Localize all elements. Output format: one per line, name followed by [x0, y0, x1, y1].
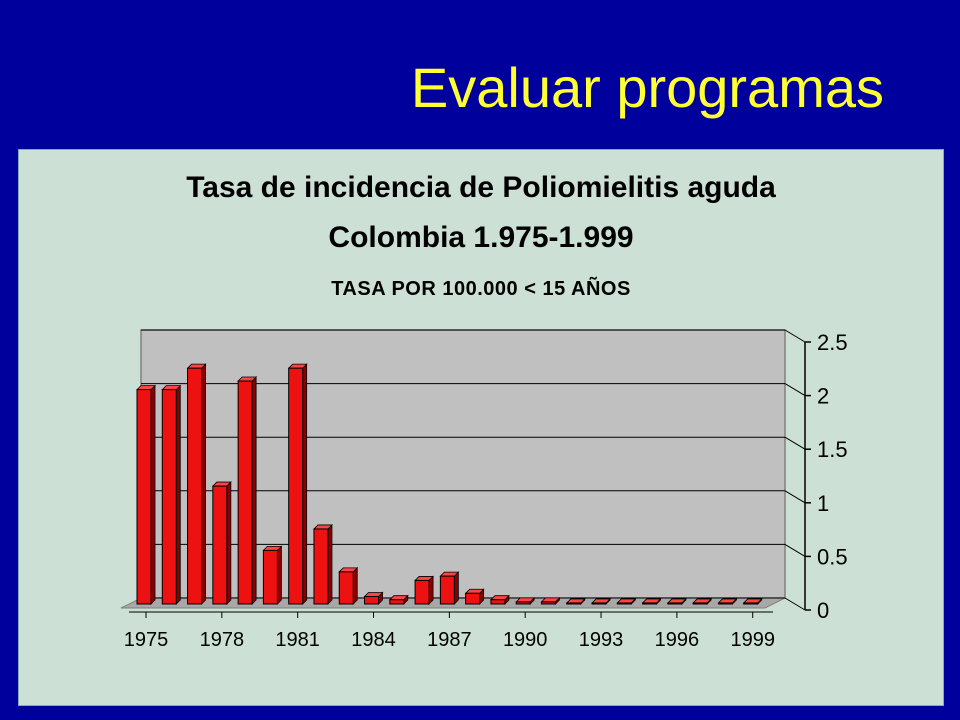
- bar-1999: [742, 597, 763, 605]
- x-tick-label: 1999: [730, 629, 775, 651]
- x-tick-label: 1978: [200, 629, 245, 651]
- x-tick-label: 1981: [275, 629, 320, 651]
- y-tick-label: 2: [817, 384, 829, 409]
- x-tick-label: 1993: [579, 629, 624, 651]
- bar-front: [313, 528, 329, 605]
- x-tick-label: 1987: [427, 629, 472, 651]
- chart-ylabel-clip: TASA POR 100.000 < 15 AÑOS: [19, 276, 943, 298]
- y-tick-label: 0.5: [817, 544, 848, 569]
- bar-1996: [666, 597, 687, 605]
- bar-front: [262, 549, 278, 605]
- bar-1992: [565, 597, 586, 605]
- bar-side: [226, 481, 232, 605]
- bar-1993: [591, 597, 612, 605]
- y-tick-label: 1.5: [817, 437, 848, 462]
- bar-front: [566, 602, 582, 605]
- bar-front: [389, 599, 405, 605]
- bar-front: [237, 380, 253, 605]
- bar-side: [302, 363, 308, 605]
- slide-title: Evaluar programas: [410, 56, 884, 119]
- bar-1998: [717, 597, 738, 605]
- bar-1975: [136, 384, 156, 605]
- gridline-depth: [784, 490, 806, 504]
- y-tick-label: 0: [817, 598, 829, 623]
- bar-side: [453, 571, 459, 605]
- bar-front: [642, 602, 658, 605]
- bar-1982: [312, 523, 333, 605]
- gridline-depth: [784, 383, 806, 397]
- bar-1986: [414, 575, 435, 605]
- chart-ylabel: TASA POR 100.000 < 15 AÑOS: [331, 278, 631, 298]
- bar-side: [352, 566, 358, 605]
- bar-front: [743, 602, 759, 605]
- bar-1985: [388, 594, 409, 605]
- gridline-depth: [784, 597, 806, 611]
- bar-1983: [338, 566, 359, 605]
- chart-panel: Tasa de incidencia de Poliomielitis agud…: [18, 149, 944, 706]
- bar-front: [465, 592, 481, 605]
- bar-1977: [186, 363, 207, 605]
- plot-back-wall: [140, 329, 786, 599]
- bar-side: [175, 384, 181, 605]
- x-tick-label: 1984: [351, 629, 396, 651]
- bar-front: [212, 485, 228, 605]
- bar-front: [616, 602, 632, 605]
- bar-1990: [515, 596, 536, 605]
- x-tick-label: 1990: [503, 629, 548, 651]
- bar-front: [591, 602, 607, 605]
- bar-front: [288, 367, 304, 605]
- bar-1995: [641, 597, 662, 605]
- bar-front: [414, 579, 430, 605]
- x-tick-label: 1996: [655, 629, 700, 651]
- bar-front: [364, 595, 380, 605]
- y-tick-label: 2.5: [817, 330, 848, 355]
- bar-1976: [161, 384, 182, 605]
- bar-side: [251, 376, 257, 605]
- gridline-depth: [784, 329, 806, 343]
- y-tick-label: 1: [817, 491, 829, 516]
- bar-side: [428, 575, 434, 605]
- bar-side: [201, 363, 206, 605]
- bar-front: [136, 389, 152, 605]
- bar-1979: [237, 376, 258, 605]
- bar-side: [276, 545, 282, 605]
- bar-front: [515, 601, 531, 605]
- bar-front: [667, 602, 683, 605]
- bar-front: [490, 599, 506, 605]
- bar-front: [161, 389, 177, 605]
- x-tick-label: 1975: [124, 629, 169, 651]
- gridline-depth: [784, 543, 806, 557]
- bar-1980: [262, 545, 283, 605]
- bar-1987: [439, 571, 460, 605]
- bar-front: [540, 601, 556, 605]
- bar-1989: [489, 594, 510, 605]
- bar-side: [150, 384, 156, 605]
- chart-title: Tasa de incidencia de Poliomielitis agud…: [186, 171, 776, 204]
- bar-1994: [616, 597, 637, 605]
- chart-subtitle: Colombia 1.975-1.999: [328, 221, 634, 254]
- bar-front: [692, 602, 708, 605]
- bar-front: [717, 602, 733, 605]
- bar-1991: [540, 596, 561, 605]
- bar-front: [187, 367, 203, 605]
- bar-front: [439, 575, 455, 605]
- bar-1981: [287, 363, 308, 605]
- bar-front: [338, 571, 354, 605]
- bar-1988: [464, 588, 485, 605]
- gridline-depth: [784, 436, 806, 450]
- bar-side: [327, 523, 333, 605]
- bar-1984: [363, 591, 384, 605]
- bar-1978: [211, 481, 232, 605]
- bar-1997: [692, 597, 713, 605]
- bar-chart: 0 0.5 1 1.5 2 2.5 1975 1978 1981 1984 1987 1990 199…: [120, 329, 848, 651]
